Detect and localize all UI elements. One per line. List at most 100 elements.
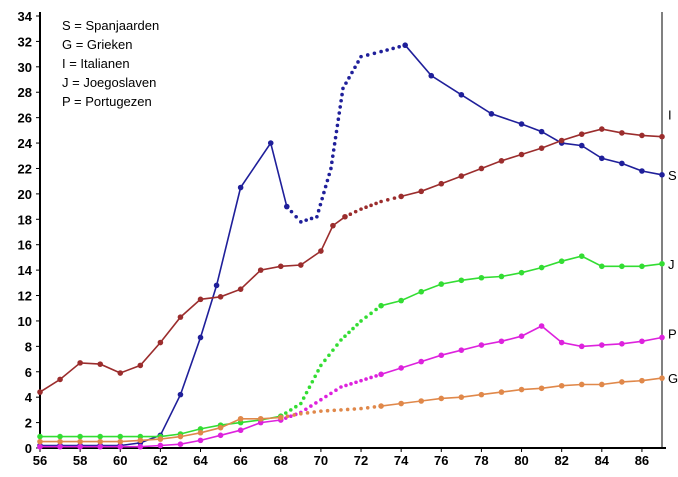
data-point [639,263,645,270]
dotted-segment-dot [344,383,348,388]
data-point [599,155,605,162]
dotted-segment-dot [352,407,357,411]
y-tick-label: 26 [18,111,32,126]
x-tick-label: 86 [635,453,649,468]
dotted-segment-dot [334,388,338,392]
dotted-segment-dot [323,184,328,189]
data-point [157,436,164,442]
dotted-segment-dot [385,198,390,202]
dotted-segment-dot [339,338,343,342]
data-point [378,302,384,309]
legend-entry: G = Grieken [62,37,132,52]
data-point [659,334,665,341]
data-point [157,339,164,346]
data-point [277,263,284,270]
series-end-label-p: P [668,326,677,341]
dotted-segment-dot [332,142,337,146]
dotted-segment-dot [337,111,342,115]
dotted-segment-dot [315,214,319,219]
data-point [137,437,144,444]
data-point [402,42,408,49]
series-end-labels: S I J P G [668,108,678,386]
data-point [558,137,565,144]
dotted-segment-dot [359,319,363,323]
data-point [177,391,184,398]
dotted-segment-dot [330,154,335,158]
data-point [659,260,665,267]
dotted-segment-dot [351,326,355,331]
series-j [37,253,665,440]
data-point [498,338,505,345]
data-point [578,131,585,137]
dotted-segment-dot [348,212,353,217]
dotted-segment-dot [354,380,358,385]
dotted-segment-dot [331,148,336,152]
data-point [438,352,445,359]
dotted-segment-dot [340,92,344,97]
data-point [639,338,645,345]
series-line-solid [39,216,346,393]
dotted-segment-dot [331,348,335,352]
data-point [137,362,144,369]
data-point [267,140,274,146]
data-point [177,441,184,447]
data-point [578,142,585,149]
dotted-segment-dot [359,378,363,383]
y-tick-label: 18 [18,212,32,227]
dotted-segment-dot [329,391,333,396]
dotted-segment-dot [299,411,303,416]
data-point [558,382,565,389]
series-g [37,375,665,445]
data-point [57,376,63,383]
dotted-segment-dot [318,202,323,207]
dotted-segment-dot [364,377,368,381]
data-point [498,158,505,164]
dotted-segment-dot [374,374,378,378]
y-tick-label: 22 [18,161,32,176]
dotted-segment-dot [299,220,303,224]
dotted-segment-dot [369,311,373,316]
dotted-segment-dot [397,45,401,49]
y-tick-label: 20 [18,187,32,202]
data-point [97,433,103,440]
dotted-segment-dot [369,375,373,380]
data-point [538,264,545,271]
data-point [77,433,83,440]
dotted-segment-dot [309,404,313,408]
dotted-segment-dot [334,129,339,134]
y-tick-label: 0 [25,441,32,456]
dotted-segment-dot [278,415,283,420]
x-tick-label: 62 [153,453,167,468]
dotted-segment-dot [305,411,310,415]
data-point [599,263,605,270]
data-point [659,375,665,381]
dotted-segment-dot [391,46,395,51]
dotted-segment-dot [292,413,296,417]
y-tick-label: 12 [18,289,32,304]
dotted-segment-dot [325,178,330,183]
dotted-segment-dot [385,48,389,52]
series-line-solid [380,325,663,376]
data-point [438,281,445,287]
series-p [37,323,665,450]
data-point [217,424,224,431]
dotted-segment-dot [347,76,351,80]
dotted-segment-dot [316,369,320,373]
dotted-segment-dot [379,49,383,54]
dotted-segment-dot [374,307,378,312]
dotted-segment-dot [304,390,309,395]
data-point [177,433,184,440]
dotted-segment-dot [319,363,323,368]
data-point [639,168,645,174]
series-lines [37,42,665,450]
dotted-segment-dot [301,396,306,400]
dotted-segment-dot [319,397,323,402]
series-end-label-j: J [668,257,675,272]
data-point [117,370,124,376]
data-point [378,403,384,409]
data-point [237,427,244,434]
data-point [57,433,63,440]
y-tick-label: 4 [25,390,33,405]
dotted-segment-dot [350,70,354,75]
